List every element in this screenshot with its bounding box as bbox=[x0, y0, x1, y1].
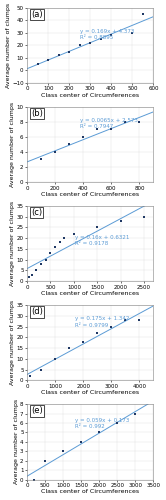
Y-axis label: Average number of clumps: Average number of clumps bbox=[10, 102, 15, 187]
Point bbox=[29, 372, 31, 380]
Point bbox=[40, 156, 42, 164]
Text: y = 0.059x + 0.173
R² = 0.992: y = 0.059x + 0.173 R² = 0.992 bbox=[75, 418, 129, 429]
Point bbox=[116, 419, 119, 427]
Y-axis label: Average number of clumps: Average number of clumps bbox=[5, 2, 11, 88]
Text: (d): (d) bbox=[31, 308, 43, 316]
Point bbox=[40, 366, 42, 374]
Text: (b): (b) bbox=[31, 109, 43, 118]
Point bbox=[62, 448, 64, 456]
Point bbox=[143, 212, 145, 220]
Point bbox=[78, 41, 81, 49]
X-axis label: Class center of Circumferences: Class center of Circumferences bbox=[41, 93, 139, 98]
Point bbox=[131, 28, 134, 36]
X-axis label: Class center of Circumferences: Class center of Circumferences bbox=[41, 192, 139, 197]
Point bbox=[63, 234, 66, 242]
Point bbox=[96, 224, 99, 232]
Point bbox=[47, 56, 49, 64]
Point bbox=[96, 126, 99, 134]
Point bbox=[138, 118, 141, 126]
Text: y = 0.175x + 1.342
R² = 0.9799: y = 0.175x + 1.342 R² = 0.9799 bbox=[75, 316, 129, 328]
Text: (c): (c) bbox=[31, 208, 42, 217]
Point bbox=[28, 273, 31, 281]
Point bbox=[99, 35, 102, 43]
Point bbox=[96, 329, 99, 337]
Text: (a): (a) bbox=[31, 10, 42, 19]
Point bbox=[35, 266, 38, 274]
Y-axis label: Average number of clumps: Average number of clumps bbox=[14, 400, 19, 484]
Text: y = 0.16x + 0.6321
R² = 0.9178: y = 0.16x + 0.6321 R² = 0.9178 bbox=[75, 234, 129, 246]
Text: y = 0.0065x + 2.573
R² = 0.7947: y = 0.0065x + 2.573 R² = 0.7947 bbox=[80, 118, 138, 129]
Point bbox=[57, 52, 60, 60]
Point bbox=[30, 271, 33, 279]
Point bbox=[36, 60, 39, 68]
Point bbox=[33, 476, 36, 484]
Point bbox=[49, 250, 52, 258]
Point bbox=[54, 148, 56, 156]
Point bbox=[142, 10, 144, 18]
Y-axis label: Average number of clumps: Average number of clumps bbox=[10, 300, 15, 386]
Point bbox=[89, 38, 92, 46]
Point bbox=[82, 338, 84, 345]
Point bbox=[124, 316, 127, 324]
Point bbox=[68, 140, 71, 148]
Text: y = 0.169x + 4.373
R² = 0.8895: y = 0.169x + 4.373 R² = 0.8895 bbox=[80, 28, 134, 40]
X-axis label: Class center of Circumferences: Class center of Circumferences bbox=[41, 291, 139, 296]
Point bbox=[68, 344, 71, 352]
Point bbox=[110, 31, 113, 39]
Point bbox=[40, 260, 42, 268]
Point bbox=[82, 133, 84, 141]
Text: (e): (e) bbox=[31, 406, 43, 416]
Point bbox=[110, 126, 113, 134]
Point bbox=[80, 438, 83, 446]
Point bbox=[54, 355, 56, 363]
Point bbox=[58, 238, 61, 246]
X-axis label: Class center of Circumferences: Class center of Circumferences bbox=[41, 390, 139, 396]
Point bbox=[44, 256, 47, 264]
Point bbox=[134, 410, 137, 418]
X-axis label: Class center of Circumferences: Class center of Circumferences bbox=[41, 490, 139, 494]
Point bbox=[73, 230, 75, 238]
Point bbox=[124, 118, 127, 126]
Point bbox=[68, 48, 71, 56]
Y-axis label: Average number of clumps: Average number of clumps bbox=[10, 201, 15, 286]
Point bbox=[44, 456, 46, 464]
Point bbox=[110, 322, 113, 330]
Point bbox=[119, 217, 122, 225]
Point bbox=[98, 428, 101, 436]
Point bbox=[54, 243, 56, 251]
Point bbox=[138, 316, 141, 324]
